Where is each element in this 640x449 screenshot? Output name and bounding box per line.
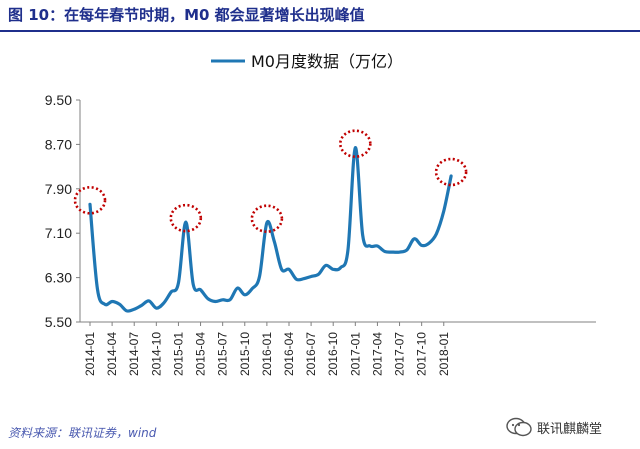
x-tick-label: 2017-07 — [393, 332, 407, 376]
chart: M0月度数据（万亿） 5.50 6.30 7.10 7.90 8.70 9.50 2014-… — [45, 52, 596, 376]
series-line — [88, 146, 453, 313]
x-tick-label: 2017-10 — [415, 332, 429, 376]
axes: 5.50 6.30 7.10 7.90 8.70 9.50 2014-01 2014-04 20… — [45, 92, 596, 376]
x-tick-label: 2014-01 — [83, 332, 97, 376]
y-tick-label: 6.30 — [45, 270, 72, 286]
x-tick-label: 2014-10 — [149, 332, 163, 376]
x-tick-label: 2014-04 — [105, 332, 119, 376]
x-tick-label: 2017-04 — [370, 332, 384, 376]
x-tick-label: 2015-01 — [171, 332, 185, 376]
y-tick-label: 9.50 — [45, 92, 72, 108]
x-tick-label: 2014-07 — [127, 332, 141, 376]
x-tick-label: 2016-07 — [304, 332, 318, 376]
y-tick-label: 7.10 — [45, 225, 72, 241]
y-tick-label: 5.50 — [45, 314, 72, 330]
x-tick-label: 2018-01 — [437, 332, 451, 376]
x-tick-label: 2015-10 — [238, 332, 252, 376]
source-note: 资料来源：联讯证券，wind — [8, 426, 157, 440]
x-tick-label: 2015-07 — [216, 332, 230, 376]
peak-highlight-2015-02 — [169, 203, 203, 233]
figure-title: 图 10：在每年春节时期，M0 都会显著增长出现峰值 — [8, 6, 365, 24]
y-tick-label: 8.70 — [45, 136, 72, 152]
plot-area — [73, 129, 468, 313]
x-tick-label: 2016-01 — [260, 332, 274, 376]
watermark-text: 联讯麒麟堂 — [537, 421, 603, 437]
peak-highlight-2014-01 — [73, 186, 107, 215]
y-tick-label: 7.90 — [45, 181, 72, 197]
peak-highlight-2017-01 — [338, 129, 372, 158]
watermark: 联讯麒麟堂 — [505, 416, 602, 438]
wechat-icon — [506, 417, 532, 437]
peak-highlight-2016-01 — [250, 204, 284, 233]
peak-highlight-2018-02 — [434, 157, 468, 187]
x-tick-label: 2016-04 — [282, 332, 296, 376]
title-rule — [0, 30, 640, 32]
x-tick-label: 2015-04 — [194, 332, 208, 376]
legend-label: M0月度数据（万亿） — [251, 52, 403, 71]
x-tick-label: 2016-10 — [326, 332, 340, 376]
x-tick-label: 2017-01 — [348, 332, 362, 376]
